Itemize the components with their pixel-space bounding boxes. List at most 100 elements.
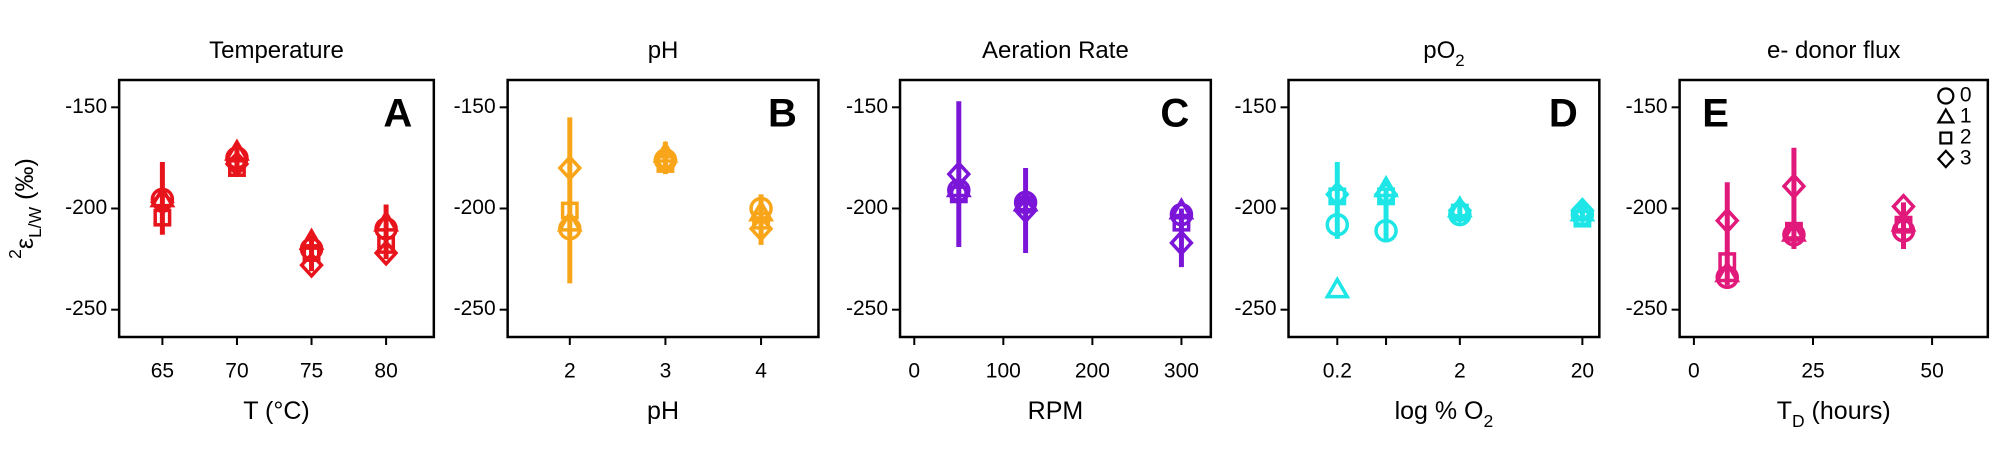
y-tick-label: -150 xyxy=(65,95,107,118)
marker-diamond xyxy=(1373,180,1399,208)
y-tick-label: -150 xyxy=(1234,95,1276,118)
panel-title: pO2 xyxy=(1423,37,1464,70)
panel-title: Aeration Rate xyxy=(982,37,1129,64)
legend-item xyxy=(1939,131,1953,145)
y-tick-label: -250 xyxy=(1234,297,1276,320)
marker-diamond xyxy=(748,215,774,243)
panel-title: Temperature xyxy=(209,37,344,64)
x-tick-label: 2 xyxy=(1454,360,1466,383)
y-axis-label-part: ε xyxy=(11,238,39,249)
legend-item xyxy=(1936,149,1955,169)
marker-diamond xyxy=(1891,193,1916,220)
x-tick-label: 75 xyxy=(300,360,323,383)
marker-square xyxy=(560,201,579,220)
y-tick-label: -200 xyxy=(65,196,107,219)
x-tick-label: 65 xyxy=(151,360,174,383)
x-axis-label: pH xyxy=(647,397,679,425)
marker-diamond xyxy=(299,251,324,279)
marker-diamond xyxy=(373,239,399,267)
y-axis-label-part: L/W xyxy=(25,206,45,238)
x-axis-label-part: 2 xyxy=(1484,411,1494,431)
y-tick-label: -200 xyxy=(454,196,496,219)
panel-title-part: e- donor flux xyxy=(1767,37,1900,64)
y-tick-label: -150 xyxy=(846,95,888,118)
x-axis-label-part: T (°C) xyxy=(243,397,309,425)
y-tick-label: -250 xyxy=(1626,297,1668,320)
marker-circle xyxy=(1374,219,1398,243)
marker-triangle xyxy=(1714,259,1741,283)
x-tick-label: 80 xyxy=(374,360,397,383)
panel-title: e- donor flux xyxy=(1767,37,1900,64)
y-axis-label-part: (‰) xyxy=(11,158,39,207)
y-tick-label: -200 xyxy=(846,196,888,219)
marker-diamond xyxy=(557,154,583,182)
marker-triangle xyxy=(1936,107,1956,124)
legend-item xyxy=(1937,87,1955,105)
x-axis-label-part: log % O xyxy=(1395,397,1484,425)
panel-letter: D xyxy=(1549,92,1578,136)
x-tick-label: 0.2 xyxy=(1323,360,1352,383)
marker-diamond xyxy=(1570,197,1595,224)
y-axis-label-part: 2 xyxy=(5,249,25,259)
marker-triangle xyxy=(1324,276,1351,299)
y-tick-label: -150 xyxy=(454,95,496,118)
panel-title-part: pO xyxy=(1423,37,1455,64)
panel-title-part: pH xyxy=(648,37,679,64)
x-axis-label: TD (hours) xyxy=(1777,397,1891,431)
marker-square xyxy=(752,211,771,230)
marker-circle xyxy=(1325,212,1350,237)
panel-title-part: Aeration Rate xyxy=(982,37,1129,64)
y-tick-label: -250 xyxy=(846,297,888,320)
x-tick-label: 100 xyxy=(986,360,1021,383)
marker-diamond xyxy=(1013,197,1038,224)
y-axis-label: 2εL/W (‰) xyxy=(5,158,45,259)
x-tick-label: 0 xyxy=(908,360,920,383)
x-tick-label: 300 xyxy=(1164,360,1199,383)
x-axis-label-part: RPM xyxy=(1028,397,1084,425)
panel-title-part: Temperature xyxy=(209,37,344,64)
marker-square xyxy=(1939,131,1953,145)
marker-diamond xyxy=(224,150,250,178)
x-axis-label: T (°C) xyxy=(243,397,309,425)
panel-title: pH xyxy=(648,37,679,64)
x-tick-label: 20 xyxy=(1571,360,1594,383)
x-axis-label: RPM xyxy=(1028,397,1084,425)
y-tick-label: -150 xyxy=(1626,95,1668,118)
marker-square xyxy=(302,244,321,262)
marker-square xyxy=(377,235,396,254)
legend-label: 2 xyxy=(1960,126,1972,149)
y-tick-label: -200 xyxy=(1626,196,1668,219)
marker-square xyxy=(1784,221,1803,240)
panel-letter: E xyxy=(1702,92,1729,136)
x-axis-label: log % O2 xyxy=(1395,397,1494,431)
y-tick-label: -250 xyxy=(65,297,107,320)
x-tick-label: 3 xyxy=(660,360,672,383)
x-tick-label: 4 xyxy=(755,360,767,383)
marker-diamond xyxy=(1447,197,1473,224)
marker-triangle xyxy=(1012,189,1039,212)
marker-diamond xyxy=(1936,149,1955,169)
marker-diamond xyxy=(1714,207,1740,235)
x-axis-label-part: pH xyxy=(647,397,679,425)
marker-diamond xyxy=(653,146,678,174)
marker-diamond xyxy=(1325,180,1350,208)
panel-title-part: 2 xyxy=(1455,51,1464,70)
marker-triangle xyxy=(224,138,250,161)
x-tick-label: 0 xyxy=(1688,360,1700,383)
marker-diamond xyxy=(150,189,175,216)
legend-label: 3 xyxy=(1960,147,1972,170)
marker-triangle xyxy=(1781,219,1807,242)
panel-letter: C xyxy=(1160,92,1189,136)
x-tick-label: 2 xyxy=(564,360,576,383)
marker-diamond xyxy=(946,160,972,188)
legend-label: 1 xyxy=(1960,105,1972,128)
marker-diamond xyxy=(1781,172,1807,200)
x-axis-label-part: (hours) xyxy=(1805,397,1891,425)
panel-letter: B xyxy=(768,92,797,136)
marker-triangle xyxy=(1890,209,1917,232)
y-tick-label: -250 xyxy=(454,297,496,320)
marker-square xyxy=(153,208,172,227)
legend-item xyxy=(1936,107,1956,124)
